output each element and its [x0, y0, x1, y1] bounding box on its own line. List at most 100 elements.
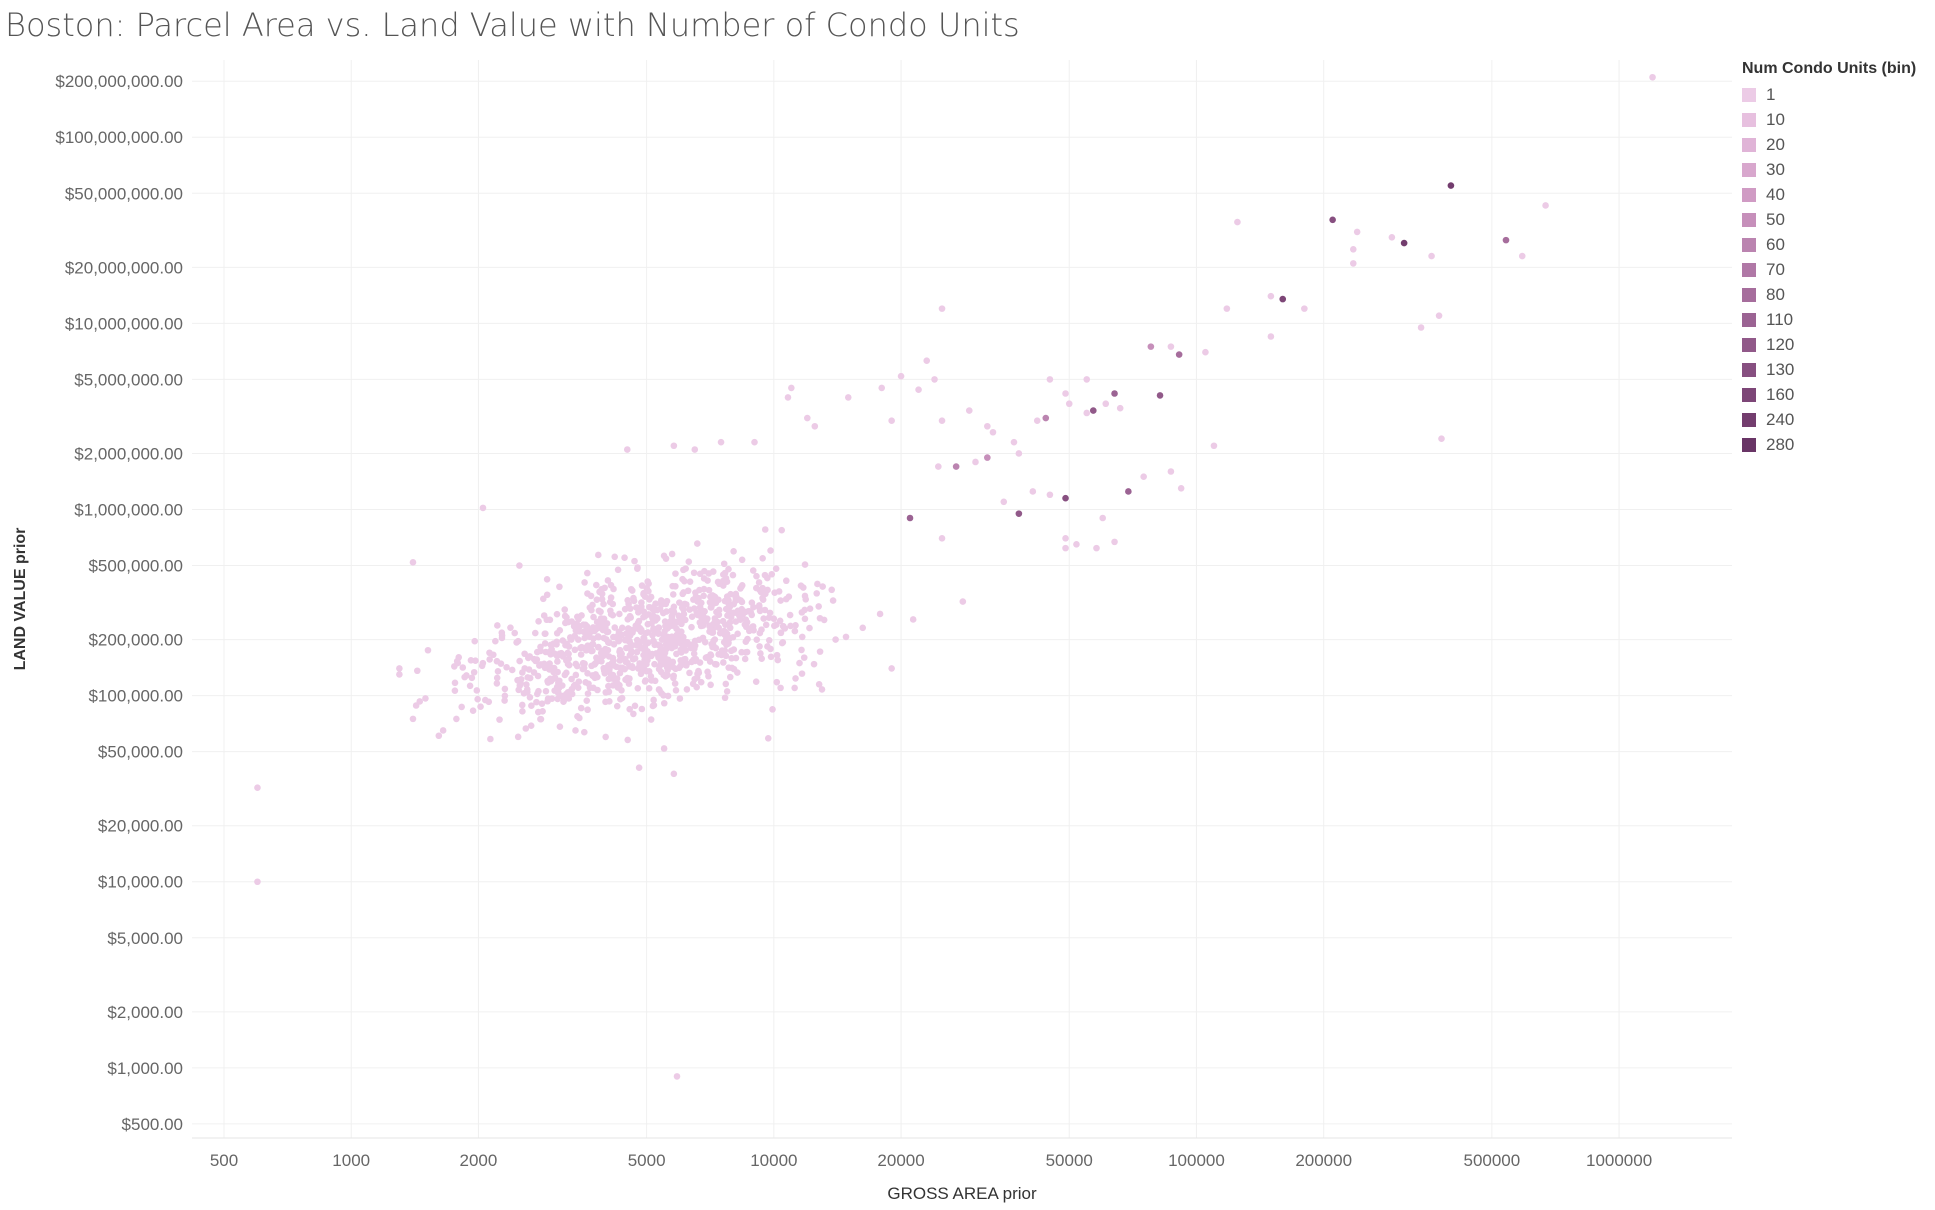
legend-item[interactable]: 20 — [1742, 132, 1932, 157]
data-point — [1428, 252, 1435, 260]
legend-item[interactable]: 30 — [1742, 157, 1932, 182]
data-point — [642, 639, 649, 646]
data-point — [679, 575, 686, 583]
data-point — [486, 649, 493, 657]
data-point — [818, 686, 826, 693]
data-point — [595, 633, 602, 641]
data-points — [254, 73, 1656, 1080]
data-point — [777, 684, 784, 692]
data-point — [501, 692, 509, 700]
data-point — [711, 636, 719, 643]
data-point — [645, 685, 653, 692]
legend-item[interactable]: 70 — [1742, 257, 1932, 282]
data-point — [602, 689, 610, 696]
data-point — [678, 604, 686, 611]
data-point — [798, 633, 806, 641]
data-point — [816, 648, 824, 655]
data-point — [688, 658, 695, 666]
data-point — [758, 626, 765, 633]
data-point — [770, 622, 778, 630]
data-point — [571, 646, 579, 654]
data-point — [710, 593, 718, 600]
data-point — [474, 695, 481, 703]
data-point — [707, 652, 715, 659]
data-point — [709, 629, 717, 636]
data-point — [1116, 404, 1124, 412]
data-point — [1156, 392, 1164, 399]
data-point — [625, 625, 632, 633]
data-point — [638, 626, 645, 634]
y-tick-label: $20,000.00 — [98, 817, 183, 836]
data-point — [1111, 538, 1118, 546]
legend-item[interactable]: 130 — [1742, 357, 1932, 382]
legend-item[interactable]: 40 — [1742, 182, 1932, 207]
data-point — [720, 560, 728, 568]
legend-item[interactable]: 60 — [1742, 232, 1932, 257]
data-point — [589, 647, 596, 655]
legend-label: 160 — [1766, 384, 1795, 404]
data-point — [630, 594, 637, 602]
data-point — [562, 690, 570, 698]
data-point — [467, 656, 475, 664]
data-point — [725, 639, 732, 647]
data-point — [707, 604, 715, 611]
data-point — [568, 675, 575, 683]
legend-item[interactable]: 240 — [1742, 407, 1932, 432]
data-point — [503, 663, 510, 671]
data-point — [759, 555, 766, 562]
data-point — [761, 606, 769, 614]
x-tick-label: 2000 — [460, 1151, 498, 1170]
data-point — [1649, 73, 1656, 81]
legend-item[interactable]: 1 — [1742, 82, 1932, 107]
data-point — [624, 659, 631, 667]
legend-item[interactable]: 50 — [1742, 207, 1932, 232]
legend-label: 50 — [1766, 209, 1785, 229]
data-point — [635, 764, 643, 771]
data-point — [624, 615, 632, 623]
data-point — [657, 649, 664, 657]
data-point — [1029, 488, 1037, 495]
data-point — [590, 613, 597, 621]
data-point — [792, 622, 799, 629]
data-point — [606, 666, 613, 673]
data-point — [548, 666, 556, 674]
legend-item[interactable]: 160 — [1742, 382, 1932, 407]
data-point — [604, 577, 612, 584]
data-point — [769, 706, 776, 713]
data-point — [741, 655, 749, 663]
data-point — [455, 654, 463, 661]
data-point — [1267, 292, 1275, 300]
legend-item[interactable]: 10 — [1742, 107, 1932, 132]
data-point — [650, 614, 658, 622]
legend-item[interactable]: 110 — [1742, 307, 1932, 332]
data-point — [453, 715, 460, 723]
data-point — [1447, 182, 1455, 189]
legend-item[interactable]: 80 — [1742, 282, 1932, 307]
data-point — [658, 689, 665, 697]
data-point — [636, 660, 643, 667]
data-point — [458, 703, 465, 711]
data-point — [1210, 442, 1218, 450]
data-point — [686, 669, 693, 677]
legend-item[interactable]: 120 — [1742, 332, 1932, 357]
data-point — [684, 587, 692, 595]
data-point — [575, 615, 582, 623]
data-point — [526, 694, 534, 701]
data-point — [753, 572, 760, 580]
data-point — [787, 622, 794, 630]
data-point — [561, 619, 569, 627]
data-point — [533, 656, 541, 663]
data-point — [773, 651, 781, 659]
data-point — [779, 639, 787, 646]
x-tick-label: 5000 — [628, 1151, 666, 1170]
data-point — [768, 570, 776, 578]
data-point — [699, 634, 707, 642]
data-point — [878, 384, 886, 392]
y-tick-label: $1,000.00 — [107, 1059, 183, 1078]
data-point — [1111, 390, 1118, 397]
y-tick-label: $100,000.00 — [88, 687, 183, 706]
legend-item[interactable]: 280 — [1742, 432, 1932, 457]
data-point — [720, 659, 727, 666]
legend-swatch — [1742, 187, 1756, 202]
y-tick-label: $500,000.00 — [88, 557, 183, 576]
